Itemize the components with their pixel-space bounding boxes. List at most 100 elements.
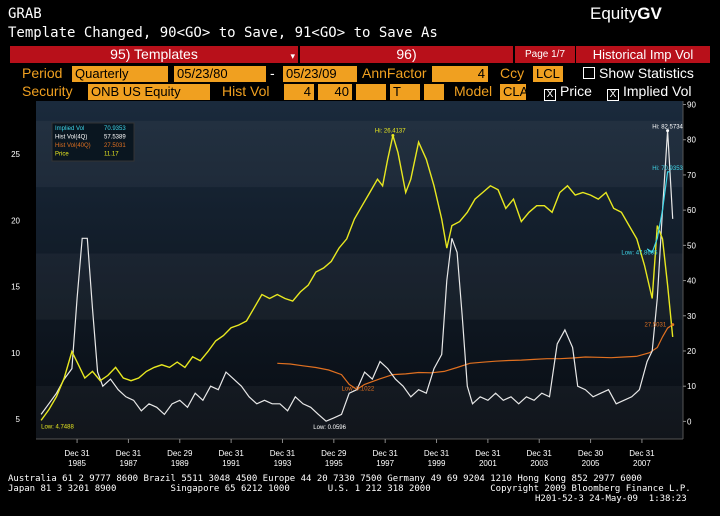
left-tick-label: 15 (11, 283, 20, 292)
x-tick-label: 1999 (428, 459, 446, 468)
annotation-histvol-low: Low: 0.0596 (313, 425, 346, 431)
series-line-hist-vol-4q (40, 130, 674, 422)
brand-label: EquityGV (590, 4, 662, 24)
histvol-window-3[interactable] (356, 84, 386, 100)
histvol-window-2[interactable]: 40 (318, 84, 352, 100)
histvol-label: Hist Vol (222, 83, 270, 99)
footer-contacts-2: Japan 81 3 3201 8900 Singapore 65 6212 1… (8, 484, 691, 494)
legend-value: 70.9353 (104, 126, 126, 132)
chevron-down-icon: ▾ (290, 51, 295, 61)
annotation-impvol-low: Low: 47.8605 (621, 251, 658, 257)
x-tick-label: 2003 (530, 459, 548, 468)
x-tick-label: Dec 31 (424, 449, 450, 458)
x-tick-label: 1985 (68, 459, 86, 468)
page-indicator[interactable]: Page 1/7 (515, 46, 575, 63)
implied-vol-checkbox[interactable]: X (607, 89, 619, 101)
implied-vol-toggle[interactable]: X Implied Vol (607, 83, 692, 101)
brand-code: GV (637, 4, 662, 23)
plot-bands (36, 120, 683, 439)
legend-value: 11.17 (104, 152, 119, 158)
annotation-histvol40-low: Low: 9.1022 (342, 386, 375, 392)
x-tick-label: Dec 31 (218, 449, 244, 458)
x-tick-label: Dec 31 (64, 449, 90, 458)
period-select[interactable]: Quarterly (72, 66, 168, 82)
x-tick-label: 1995 (325, 459, 343, 468)
legend-label: Price (55, 152, 69, 158)
left-tick-label: 5 (16, 415, 21, 424)
view-title: Historical Imp Vol (576, 46, 710, 63)
x-tick-label: Dec 31 (475, 449, 501, 458)
legend-value: 27.5031 (104, 143, 126, 149)
right-tick-label: 10 (687, 382, 696, 391)
brand-text: Equity (590, 4, 638, 23)
template-96-button[interactable]: 96) (300, 46, 513, 63)
left-tick-label: 10 (11, 349, 20, 358)
x-tick-label: 1987 (120, 459, 138, 468)
legend-label: Hist Vol(4Q) (55, 135, 87, 141)
x-tick-label: 1989 (171, 459, 189, 468)
legend-box (51, 122, 135, 162)
price-checkbox[interactable]: X (544, 89, 556, 101)
footer-contacts-1: Australia 61 2 9777 8600 Brazil 5511 304… (8, 474, 642, 484)
right-tick-label: 40 (687, 277, 696, 286)
right-tick-label: 20 (687, 347, 696, 356)
templates-label: 95) Templates (110, 46, 198, 62)
security-label: Security (22, 83, 73, 99)
annfactor-label: AnnFactor (362, 65, 427, 81)
legend-value: 57.5389 (104, 135, 126, 141)
histvol-window-1[interactable]: 4 (284, 84, 314, 100)
ccy-label: Ccy (500, 65, 525, 81)
annotation-price-low: Low: 4.7488 (41, 424, 74, 430)
right-tick-label: 30 (687, 312, 696, 321)
ccy-field[interactable]: LCL (533, 66, 563, 82)
series-line-implied-vol (646, 171, 671, 254)
annotation-price-high: Hi: 26.4137 (375, 128, 406, 134)
end-date-field[interactable]: 05/23/09 (283, 66, 357, 82)
x-tick-label: Dec 30 (578, 449, 604, 458)
right-tick-label: 80 (687, 136, 696, 145)
annotation-histvol40-last: 27.5031 (644, 323, 666, 329)
series-line-price (40, 135, 674, 421)
legend-label: Implied Vol (55, 126, 84, 132)
x-tick-label: 2005 (582, 459, 600, 468)
templates-button[interactable]: 95) Templates ▾ (10, 46, 298, 63)
x-tick-label: 1997 (376, 459, 394, 468)
x-tick-label: Dec 31 (116, 449, 142, 458)
x-tick-label: 2007 (633, 459, 651, 468)
right-tick-label: 50 (687, 241, 696, 250)
right-tick-label: 60 (687, 206, 696, 215)
price-toggle[interactable]: X Price (544, 83, 592, 101)
x-tick-label: Dec 29 (321, 449, 347, 458)
show-statistics-toggle[interactable]: Show Statistics (583, 65, 694, 82)
chart-annotations: Hi: 26.4137 Low: 4.7488 Hi: 82.5734 Low: 0.… (41, 125, 683, 432)
price-high-marker (391, 133, 395, 137)
screen-name: GRAB (8, 6, 42, 22)
price-toggle-label: Price (560, 83, 592, 99)
show-statistics-label: Show Statistics (599, 65, 694, 81)
x-tick-label: Dec 31 (629, 449, 655, 458)
left-axis: 5 10 15 20 25 (11, 150, 20, 424)
model-field[interactable]: CLA (500, 84, 526, 100)
implied-vol-toggle-label: Implied Vol (623, 83, 692, 99)
left-tick-label: 25 (11, 150, 20, 159)
show-statistics-checkbox[interactable] (583, 67, 595, 79)
status-message: Template Changed, 90<GO> to Save, 91<GO>… (8, 25, 438, 41)
footer-timestamp: H201-52-3 24-May-09 1:38:23 (535, 494, 687, 504)
annfactor-field[interactable]: 4 (432, 66, 488, 82)
histvol-window-4[interactable]: T (390, 84, 420, 100)
histvol-window-5[interactable] (424, 84, 444, 100)
date-separator: - (270, 65, 275, 81)
x-tick-label: Dec 29 (167, 449, 193, 458)
start-date-field[interactable]: 05/23/80 (174, 66, 266, 82)
plot-band (36, 253, 683, 320)
series-lines (40, 130, 674, 422)
x-tick-label: 2001 (479, 459, 497, 468)
security-field[interactable]: ONB US Equity (88, 84, 210, 100)
x-tick-label: 1993 (274, 459, 292, 468)
x-tick-label: Dec 31 (270, 449, 296, 458)
x-tick-label: Dec 31 (372, 449, 398, 458)
right-tick-label: 70 (687, 171, 696, 180)
right-tick-label: 90 (687, 101, 696, 110)
